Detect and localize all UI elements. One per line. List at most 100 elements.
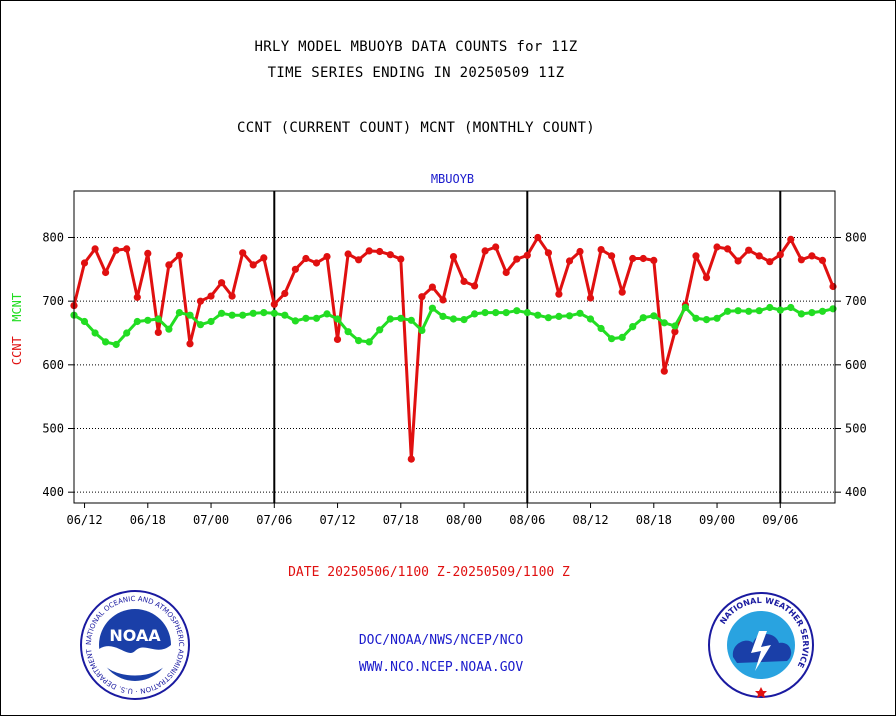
data-point-mcnt: [481, 309, 489, 317]
data-point-mcnt: [291, 317, 299, 325]
data-point-ccnt: [471, 282, 479, 290]
data-point-mcnt: [776, 306, 784, 314]
data-point-mcnt: [175, 309, 183, 317]
data-point-mcnt: [660, 319, 668, 327]
data-point-mcnt: [270, 309, 278, 317]
data-point-ccnt: [597, 246, 605, 254]
data-point-mcnt: [755, 307, 763, 315]
data-point-mcnt: [123, 329, 131, 337]
org-path-link[interactable]: DOC/NOAA/NWS/NCEP/NCO: [358, 633, 524, 648]
data-point-ccnt: [608, 252, 616, 260]
series-layer: [70, 233, 837, 463]
data-point-mcnt: [323, 310, 331, 318]
data-point-ccnt: [460, 277, 468, 285]
data-point-ccnt: [228, 292, 236, 300]
data-point-mcnt: [639, 314, 647, 322]
data-point-ccnt: [629, 254, 637, 263]
y-tick-label-right: 400: [845, 485, 867, 499]
noaa-bird-icon: [99, 645, 171, 676]
data-point-ccnt: [724, 245, 732, 253]
data-point-mcnt: [713, 314, 721, 322]
data-point-mcnt: [565, 312, 574, 320]
data-point-ccnt: [713, 243, 721, 251]
data-point-ccnt: [376, 247, 384, 256]
data-point-mcnt: [586, 315, 595, 323]
data-point-mcnt: [797, 310, 806, 318]
data-point-mcnt: [344, 328, 352, 336]
data-point-ccnt: [175, 251, 183, 259]
label-layer: 400 400 500 500 600 600 700 700 800 800 06/12 06/18…: [10, 172, 867, 527]
data-point-ccnt: [702, 274, 711, 282]
website-link[interactable]: WWW.NCO.NCEP.NOAA.GOV: [358, 660, 524, 675]
y-tick-label-right: 700: [845, 294, 867, 308]
data-point-ccnt: [260, 254, 268, 262]
data-point-mcnt: [386, 315, 394, 323]
y-tick-label-right: 600: [845, 358, 867, 372]
data-point-mcnt: [102, 338, 110, 346]
data-point-mcnt: [428, 304, 436, 312]
data-point-mcnt: [671, 322, 679, 330]
data-point-mcnt: [418, 326, 426, 334]
data-point-ccnt: [302, 254, 310, 263]
data-point-ccnt: [829, 282, 837, 291]
data-point-ccnt: [449, 253, 458, 261]
data-point-ccnt: [218, 279, 226, 287]
chart-heading-line-1: HRLY MODEL MBUOYB DATA COUNTS for 11Z: [254, 39, 578, 55]
data-point-ccnt: [565, 257, 574, 265]
data-point-mcnt: [502, 309, 510, 317]
x-tick-label: 09/06: [762, 513, 798, 527]
chart-heading-line-3: CCNT (CURRENT COUNT) MCNT (MONTHLY COUNT…: [237, 120, 595, 136]
data-point-mcnt: [544, 314, 553, 322]
data-point-ccnt: [766, 258, 774, 266]
data-point-ccnt: [365, 247, 373, 255]
y-tick-label-right: 800: [845, 230, 867, 244]
data-point-mcnt: [260, 309, 268, 317]
data-point-mcnt: [650, 312, 658, 320]
data-point-ccnt: [312, 259, 321, 267]
data-point-ccnt: [91, 245, 99, 253]
x-tick-label: 07/06: [256, 513, 292, 527]
nws-lightning-icon: [751, 631, 771, 671]
data-point-mcnt: [333, 315, 342, 323]
y-tick-label-left: 800: [42, 230, 64, 244]
data-point-ccnt: [586, 294, 595, 302]
data-point-ccnt: [333, 335, 342, 343]
y-tick-label-left: 700: [42, 294, 64, 308]
y-tick-label-right: 500: [845, 422, 867, 436]
data-point-mcnt: [608, 335, 616, 343]
data-point-ccnt: [355, 256, 363, 264]
x-tick-label: 08/18: [636, 513, 672, 527]
y-tick-label-left: 600: [42, 358, 64, 372]
data-point-mcnt: [228, 311, 236, 319]
data-point-ccnt: [481, 247, 489, 255]
data-point-ccnt: [386, 251, 394, 259]
series-line-ccnt: [72, 236, 835, 461]
data-point-ccnt: [154, 328, 162, 336]
data-point-ccnt: [492, 243, 500, 251]
data-point-ccnt: [133, 293, 141, 301]
x-tick-label: 08/00: [446, 513, 482, 527]
data-point-ccnt: [650, 256, 658, 264]
data-point-mcnt: [818, 307, 827, 315]
data-point-ccnt: [112, 246, 120, 254]
data-point-mcnt: [80, 317, 89, 326]
data-point-ccnt: [776, 251, 784, 259]
data-point-mcnt: [165, 325, 173, 333]
data-point-ccnt: [239, 249, 247, 257]
data-point-mcnt: [555, 312, 563, 320]
data-point-ccnt: [418, 293, 426, 301]
data-point-ccnt: [523, 251, 531, 259]
data-point-mcnt: [471, 310, 479, 318]
x-tick-label: 06/18: [130, 513, 166, 527]
data-point-mcnt: [745, 307, 753, 315]
data-point-mcnt: [449, 315, 458, 323]
data-point-mcnt: [523, 309, 531, 317]
plot-frame: [73, 190, 836, 504]
data-point-mcnt: [144, 316, 152, 324]
grid-layer: [74, 191, 835, 503]
noaa-logo-text: NOAA: [109, 626, 161, 645]
data-point-mcnt: [597, 324, 605, 333]
data-point-mcnt: [460, 316, 468, 324]
data-point-mcnt: [618, 333, 626, 341]
data-point-ccnt: [439, 296, 447, 304]
